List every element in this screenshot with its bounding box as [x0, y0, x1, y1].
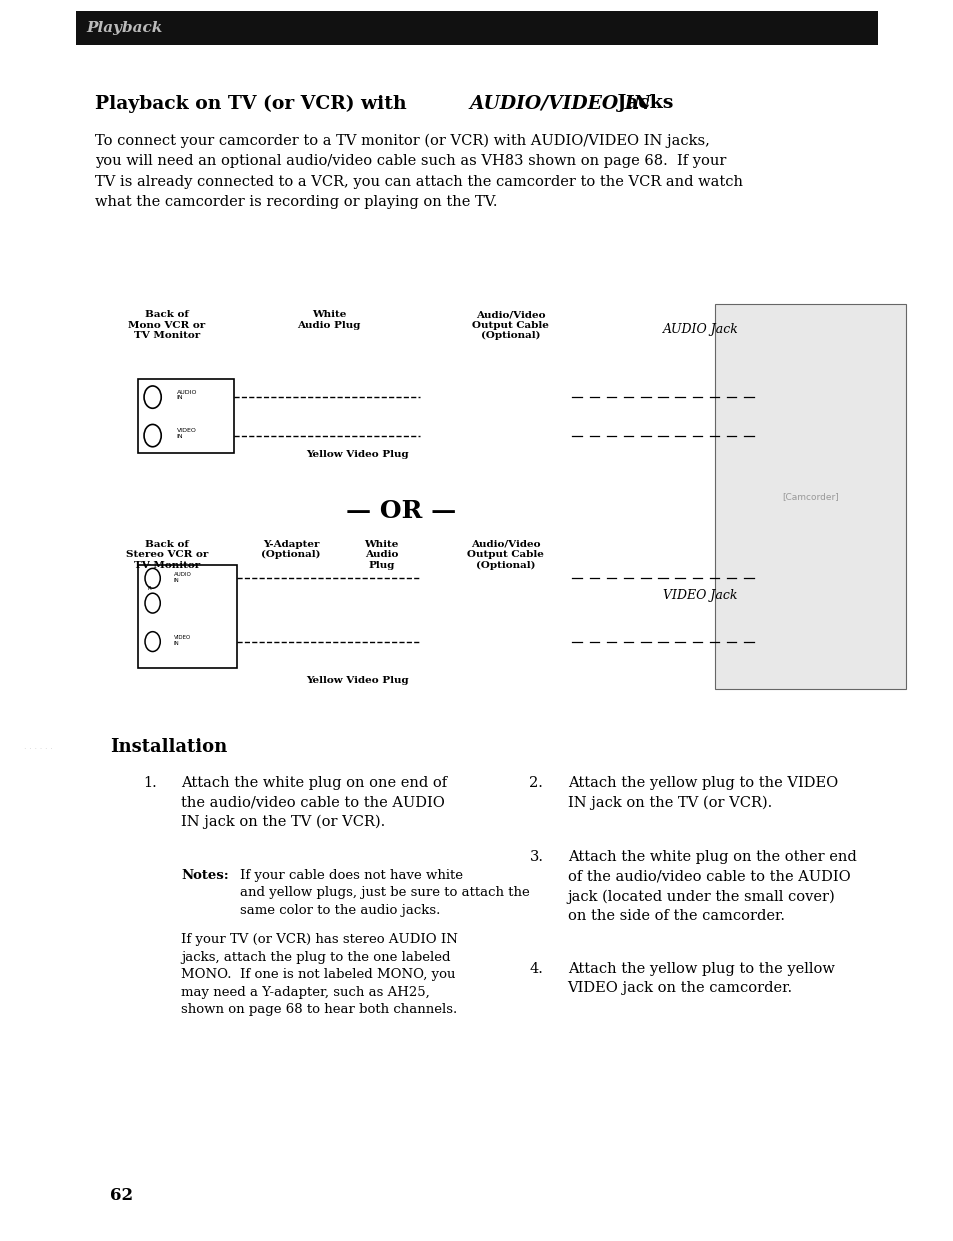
Text: [Camcorder]: [Camcorder] [781, 491, 839, 501]
Text: · · · · · ·: · · · · · · [24, 745, 52, 753]
Text: AUDIO/VIDEO IN: AUDIO/VIDEO IN [469, 94, 650, 113]
Text: If your TV (or VCR) has stereo AUDIO IN
jacks, attach the plug to the one labele: If your TV (or VCR) has stereo AUDIO IN … [181, 933, 457, 1016]
FancyBboxPatch shape [138, 379, 233, 453]
Text: AUDIO
IN: AUDIO IN [176, 390, 196, 401]
Text: Yellow Video Plug: Yellow Video Plug [306, 676, 409, 685]
Text: Jacks: Jacks [610, 94, 672, 113]
Text: Y-Adapter
(Optional): Y-Adapter (Optional) [261, 540, 320, 560]
Text: Attach the yellow plug to the VIDEO
IN jack on the TV (or VCR).: Attach the yellow plug to the VIDEO IN j… [567, 776, 837, 809]
Text: VIDEO Jack: VIDEO Jack [662, 589, 737, 602]
Circle shape [145, 632, 160, 652]
Text: Back of
Stereo VCR or
TV Monitor: Back of Stereo VCR or TV Monitor [126, 540, 208, 570]
Circle shape [144, 424, 161, 447]
Text: Audio/Video
Output Cable
(Optional): Audio/Video Output Cable (Optional) [467, 540, 543, 570]
Circle shape [145, 593, 160, 613]
Circle shape [145, 568, 160, 588]
FancyBboxPatch shape [76, 11, 877, 45]
Text: AUDIO
IN: AUDIO IN [173, 572, 192, 583]
Text: Attach the white plug on the other end
of the audio/video cable to the AUDIO
jac: Attach the white plug on the other end o… [567, 850, 856, 923]
Text: Installation: Installation [110, 738, 227, 757]
FancyBboxPatch shape [715, 304, 905, 689]
Text: 1.: 1. [143, 776, 156, 789]
Text: Playback on TV (or VCR) with: Playback on TV (or VCR) with [95, 94, 413, 113]
Text: White
Audio Plug: White Audio Plug [297, 310, 360, 330]
Text: Playback: Playback [86, 21, 162, 35]
Text: 62: 62 [110, 1186, 132, 1204]
Text: 2.: 2. [529, 776, 543, 789]
Text: Notes:: Notes: [181, 869, 229, 881]
Text: VIDEO
IN: VIDEO IN [176, 428, 196, 439]
Text: — OR —: — OR — [345, 499, 456, 524]
Text: White
Audio
Plug: White Audio Plug [364, 540, 398, 570]
Text: AUDIO Jack: AUDIO Jack [662, 323, 739, 335]
Text: Attach the white plug on one end of
the audio/video cable to the AUDIO
IN jack o: Attach the white plug on one end of the … [181, 776, 447, 829]
Text: Back of
Mono VCR or
TV Monitor: Back of Mono VCR or TV Monitor [129, 310, 205, 340]
Text: To connect your camcorder to a TV monitor (or VCR) with AUDIO/VIDEO IN jacks,
yo: To connect your camcorder to a TV monito… [95, 134, 742, 208]
Text: Yellow Video Plug: Yellow Video Plug [306, 450, 409, 459]
Text: R: R [148, 586, 152, 591]
Text: If your cable does not have white
and yellow plugs, just be sure to attach the
s: If your cable does not have white and ye… [240, 869, 530, 917]
Text: 4.: 4. [529, 962, 543, 975]
Text: 3.: 3. [529, 850, 543, 864]
Circle shape [144, 386, 161, 408]
Text: L: L [148, 561, 151, 566]
Text: Audio/Video
Output Cable
(Optional): Audio/Video Output Cable (Optional) [472, 310, 548, 340]
Text: VIDEO
IN: VIDEO IN [173, 635, 191, 647]
Text: Attach the yellow plug to the yellow
VIDEO jack on the camcorder.: Attach the yellow plug to the yellow VID… [567, 962, 834, 995]
FancyBboxPatch shape [138, 565, 236, 668]
